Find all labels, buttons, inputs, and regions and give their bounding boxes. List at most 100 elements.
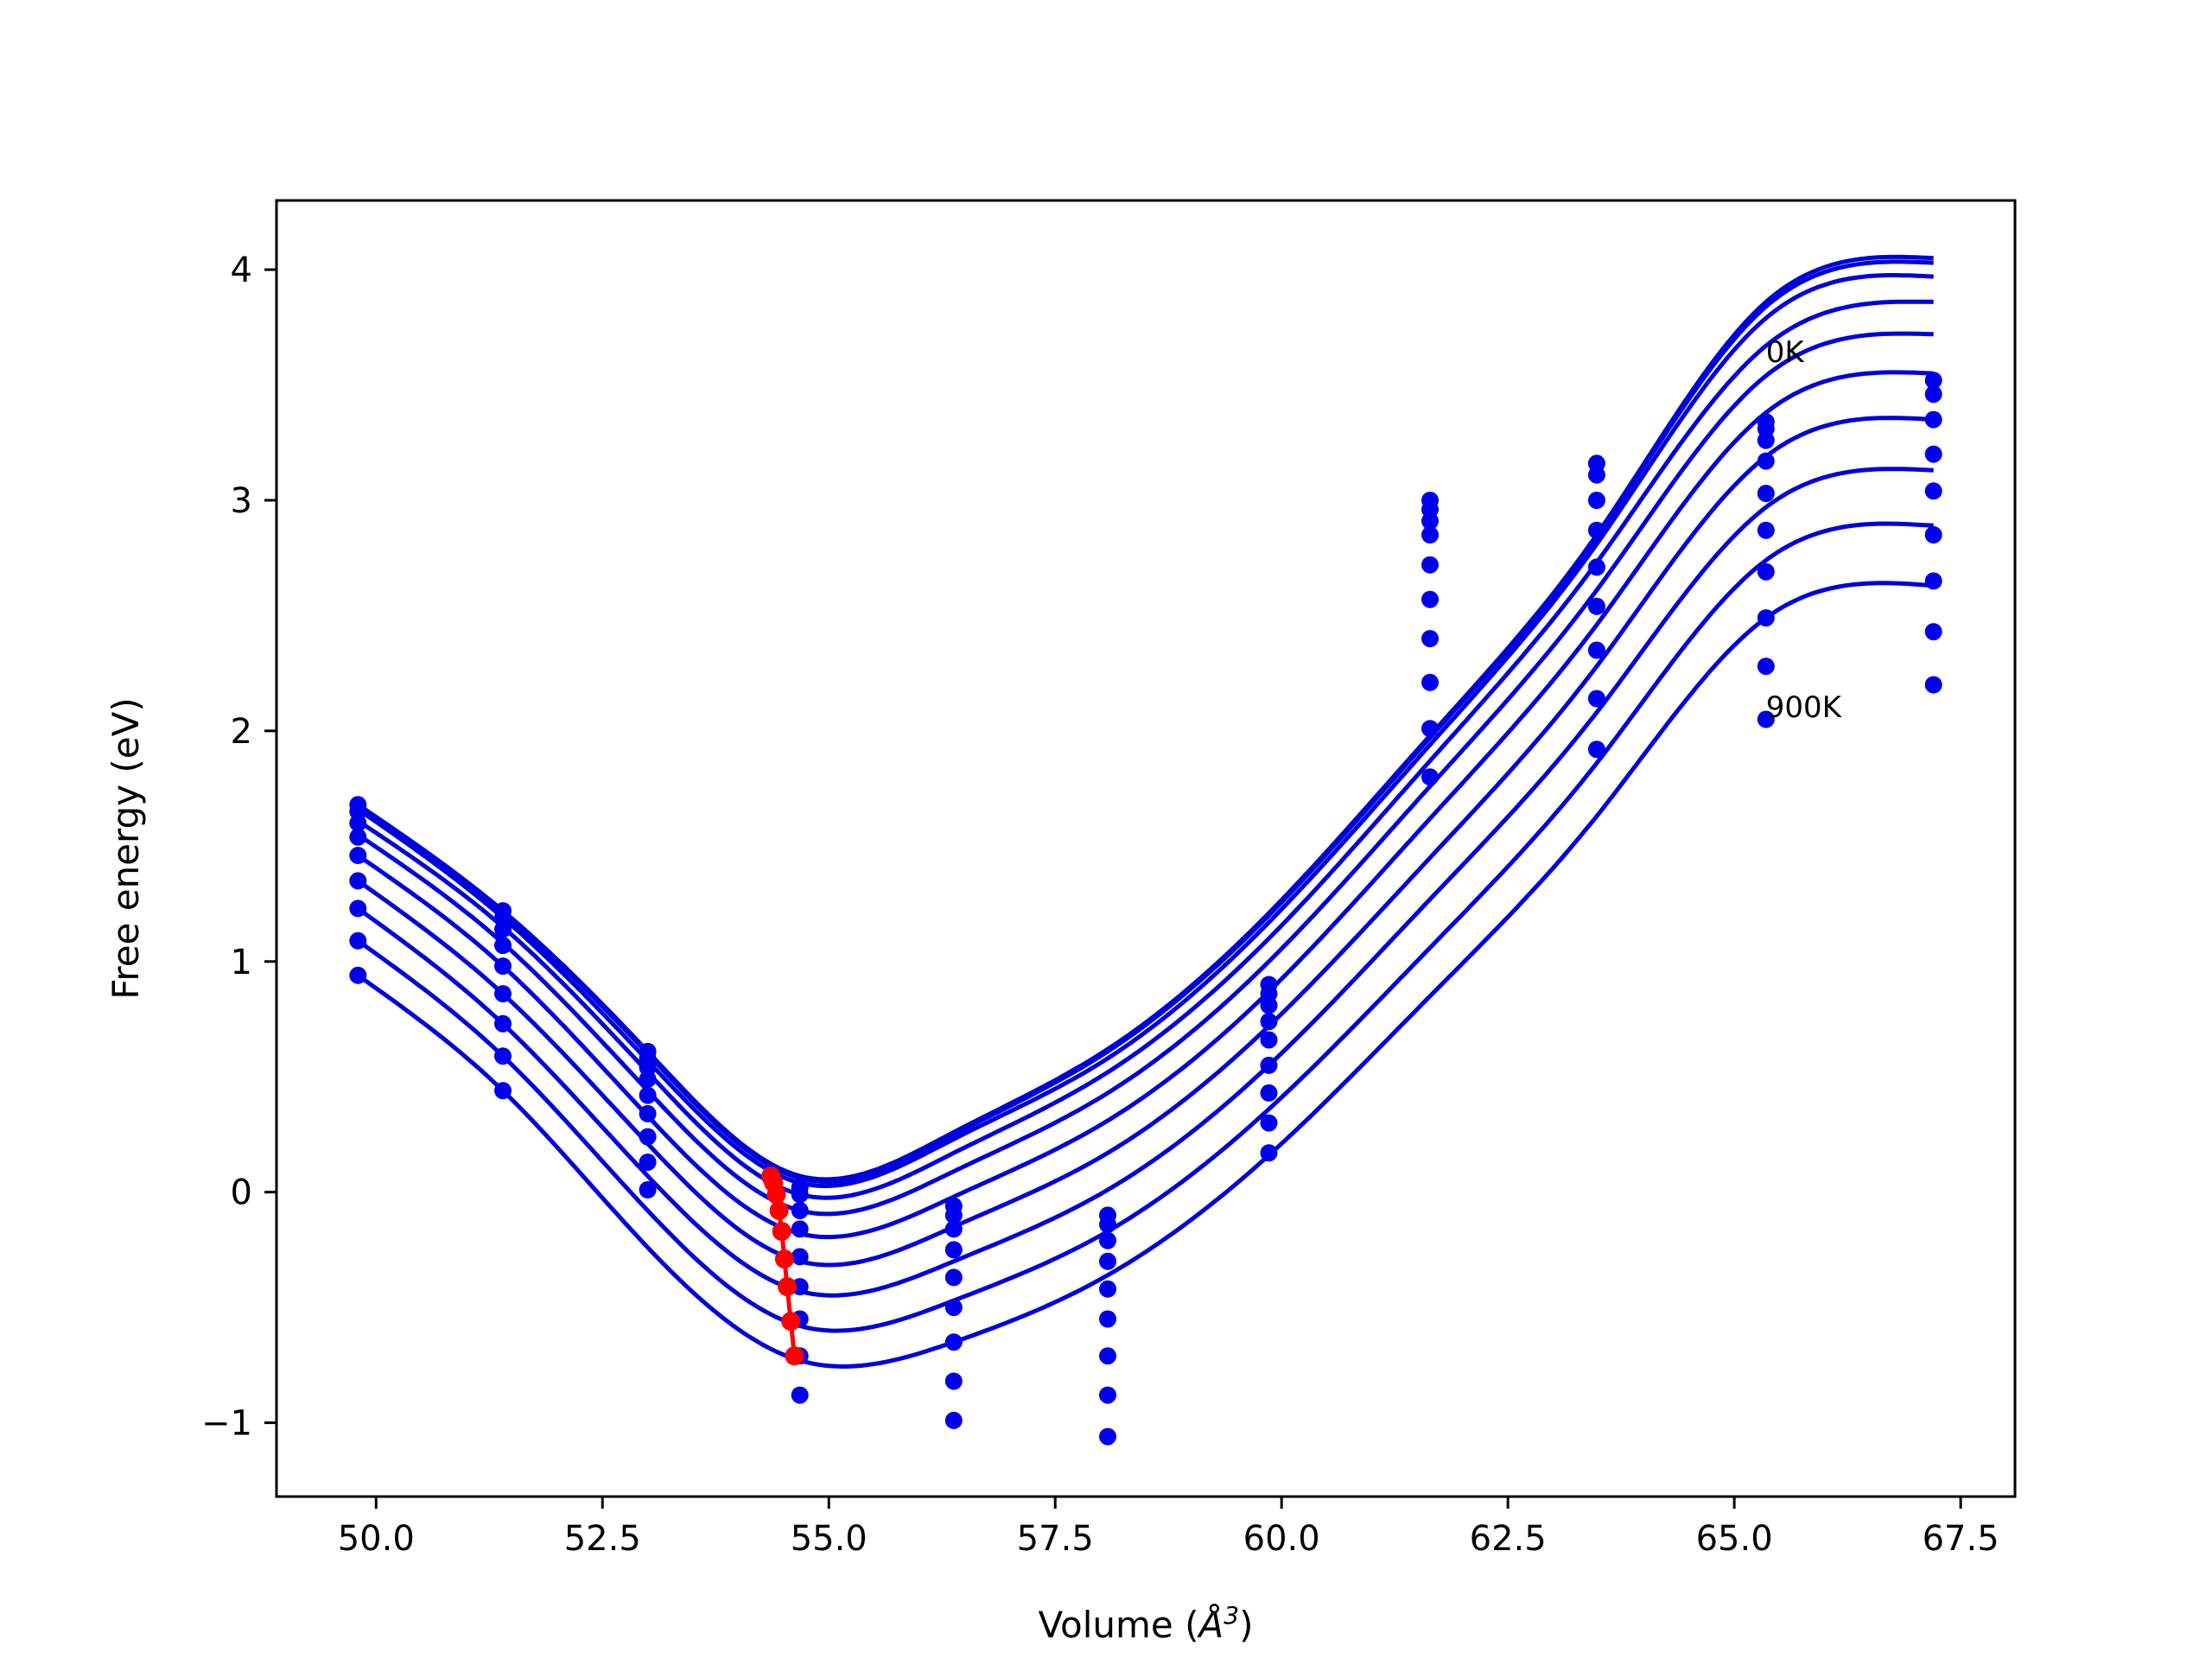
x-tick-label: 52.5 [564, 1519, 641, 1559]
data-point [1099, 1347, 1116, 1365]
data-point [1260, 1056, 1278, 1074]
data-point [791, 1202, 809, 1219]
data-point [1587, 558, 1605, 576]
data-point [1587, 690, 1605, 708]
data-point [791, 1386, 809, 1404]
data-point [1099, 1252, 1116, 1270]
data-point [791, 1248, 809, 1266]
data-point [944, 1241, 963, 1259]
data-point [791, 1220, 809, 1238]
fit-curve-400k [356, 331, 1934, 1217]
data-point [494, 1047, 512, 1065]
x-axis-ticks: 50.0 52.5 55.0 57.5 60.0 62.5 65.0 67.5 [338, 1497, 1999, 1559]
x-tick-label: 62.5 [1470, 1519, 1547, 1559]
data-point [1924, 385, 1942, 404]
data-point [1757, 431, 1775, 449]
axes-frame [275, 199, 2017, 1498]
data-point [1757, 485, 1775, 502]
x-tick-label: 67.5 [1923, 1519, 1999, 1559]
minimum-point [772, 1222, 791, 1242]
data-point [1924, 445, 1942, 463]
data-point [1757, 658, 1775, 676]
fit-curve-500k [356, 370, 1934, 1240]
fit-curve-100k [356, 259, 1934, 1185]
data-point [1421, 768, 1439, 786]
data-point [944, 1411, 963, 1429]
data-point [349, 931, 367, 950]
data-point [349, 872, 367, 890]
fit-curve-300k [356, 299, 1934, 1200]
fit-curve-800k [356, 521, 1934, 1333]
data-point [1587, 641, 1605, 659]
x-tick-label: 60.0 [1243, 1519, 1320, 1559]
data-point [1421, 590, 1439, 608]
data-point [349, 966, 367, 984]
data-point [1099, 1216, 1116, 1234]
data-point [944, 1268, 963, 1287]
fit-curve-700k [356, 467, 1934, 1298]
minimum-point [778, 1277, 797, 1297]
data-point [1260, 1031, 1278, 1049]
data-points [349, 372, 1942, 1446]
y-tick-label: 1 [231, 943, 252, 982]
data-point [1421, 673, 1439, 691]
x-tick-label: 50.0 [338, 1519, 415, 1559]
data-point [1260, 1084, 1278, 1102]
data-point [494, 1014, 512, 1033]
data-point [639, 1128, 657, 1146]
minimum-point [785, 1346, 804, 1366]
data-point [639, 1086, 657, 1104]
data-point [1099, 1231, 1116, 1249]
data-point [349, 828, 367, 846]
data-point [1587, 492, 1605, 509]
data-point [1757, 710, 1775, 728]
data-point [1099, 1280, 1116, 1298]
minimum-point [766, 1185, 786, 1205]
data-point [1924, 526, 1942, 543]
data-point [1757, 563, 1775, 581]
y-tick-label: 2 [231, 712, 252, 752]
y-tick-label: −1 [201, 1404, 252, 1444]
data-point [1099, 1310, 1116, 1328]
annotation-0k: 0K [1766, 335, 1806, 370]
data-point [1924, 572, 1942, 590]
annotations: 0K 900K [1766, 335, 1843, 725]
fit-curve-200k [356, 273, 1934, 1189]
data-point [1421, 512, 1439, 530]
y-axis-label: Free energy (eV) [105, 697, 147, 1000]
data-point [1587, 741, 1605, 759]
data-point [944, 1299, 963, 1317]
data-point [1099, 1386, 1116, 1404]
data-point [1421, 630, 1439, 648]
fit-curve-900k [356, 581, 1934, 1370]
data-point [1421, 526, 1439, 543]
data-point [639, 1104, 657, 1122]
y-tick-label: 0 [231, 1173, 252, 1213]
data-point [639, 1181, 657, 1198]
data-point [1924, 623, 1942, 641]
data-point [639, 1154, 657, 1171]
x-tick-label: 55.0 [791, 1519, 868, 1559]
data-point [944, 1220, 963, 1238]
annotation-900k: 900K [1766, 690, 1843, 725]
data-point [1924, 676, 1942, 694]
data-point [1587, 597, 1605, 615]
minimum-point [774, 1249, 794, 1269]
data-point [1757, 452, 1775, 470]
data-point [494, 1082, 512, 1100]
data-point [1421, 720, 1439, 738]
data-point [944, 1372, 963, 1390]
data-point [1421, 556, 1439, 574]
minimum-point [781, 1312, 801, 1332]
data-point [1757, 521, 1775, 539]
data-point [1587, 521, 1605, 539]
data-point [1260, 996, 1278, 1014]
x-tick-label: 65.0 [1696, 1519, 1773, 1559]
y-tick-label: 3 [231, 481, 252, 521]
minimum-path [761, 1166, 804, 1366]
data-point [1924, 482, 1942, 500]
fit-curve-600k [356, 416, 1934, 1268]
data-point [944, 1206, 963, 1224]
